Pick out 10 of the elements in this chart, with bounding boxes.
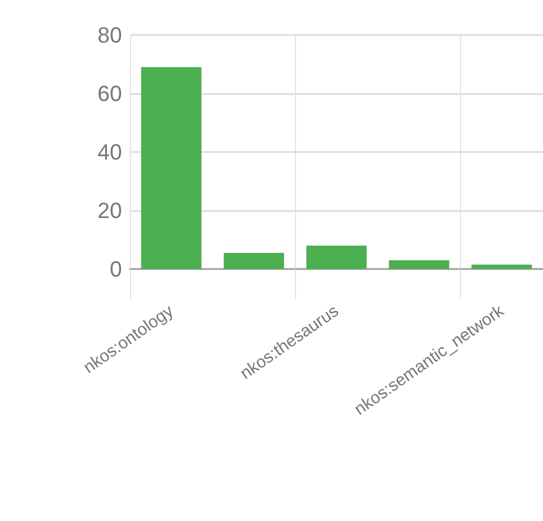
bar (224, 252, 284, 269)
y-tick-label: 60 (98, 81, 122, 106)
bar (472, 264, 532, 269)
bar (306, 246, 367, 269)
y-tick-label: 80 (98, 22, 122, 48)
y-tick-label: 0 (110, 256, 122, 282)
bar (388, 260, 450, 269)
y-tick-label: 40 (98, 140, 122, 164)
y-tick-label: 20 (98, 198, 122, 223)
bar (141, 67, 202, 269)
